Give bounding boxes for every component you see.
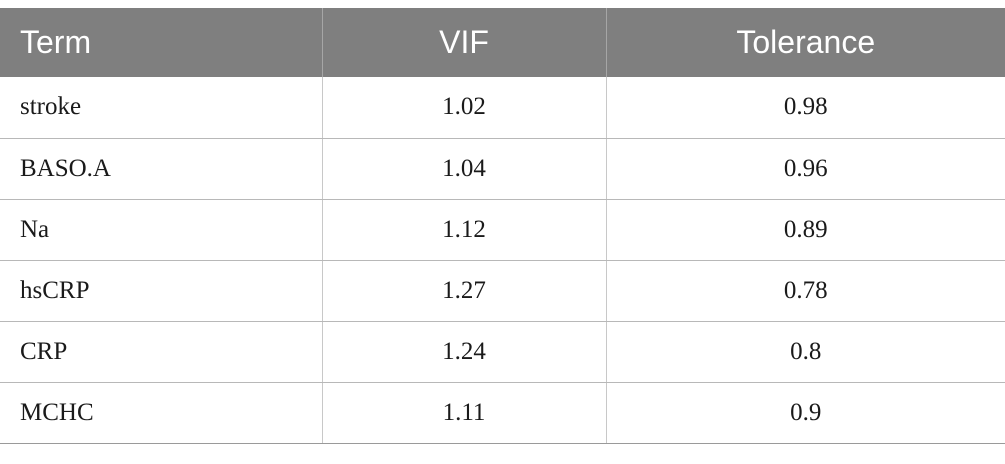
vif-cell: 1.27 [321,260,606,322]
term-cell: MCHC [0,382,322,444]
table-row: BASO.A 1.04 0.96 [0,138,1005,200]
vif-cell: 1.11 [321,382,606,444]
term-cell: stroke [0,77,322,139]
tolerance-cell: 0.78 [605,260,1005,322]
header-row: Term VIF Tolerance [0,8,1005,77]
table-header: Term VIF Tolerance [0,8,1005,77]
tolerance-cell: 0.98 [605,77,1005,139]
tolerance-cell: 0.96 [605,138,1005,200]
vif-cell: 1.04 [321,138,606,200]
header-term: Term [20,24,92,60]
term-cell: Na [0,199,322,261]
table-body: stroke 1.02 0.98 BASO.A 1.04 0.96 Na 1.1… [0,77,1005,444]
term-cell: hsCRP [0,260,322,322]
vif-cell: 1.12 [321,199,606,261]
term-cell: BASO.A [0,138,322,200]
table-row: stroke 1.02 0.98 [0,77,1005,139]
table-row: CRP 1.24 0.8 [0,321,1005,383]
header-tolerance: Tolerance [605,8,1005,77]
vif-tolerance-table: Term VIF Tolerance stroke 1.02 0.98 BASO… [0,8,1005,444]
table-row: MCHC 1.11 0.9 [0,382,1005,444]
term-cell: CRP [0,321,322,383]
vif-cell: 1.02 [321,77,606,139]
header-vif: VIF [321,8,606,77]
tolerance-cell: 0.8 [605,321,1005,383]
table-row: hsCRP 1.27 0.78 [0,260,1005,322]
tolerance-cell: 0.89 [605,199,1005,261]
vif-cell: 1.24 [321,321,606,383]
tolerance-cell: 0.9 [605,382,1005,444]
table-row: Na 1.12 0.89 [0,199,1005,261]
vif-table-container: Term VIF Tolerance stroke 1.02 0.98 BASO… [0,8,1005,444]
